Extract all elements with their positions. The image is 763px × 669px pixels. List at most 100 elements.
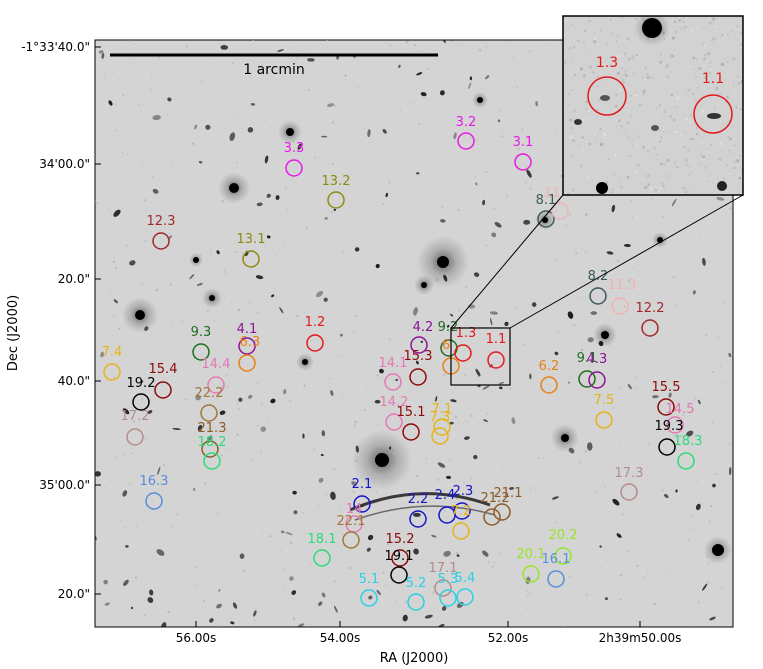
y-tick-label: 40.0": [58, 374, 90, 388]
marker-circle-9-3: [192, 343, 210, 361]
marker-label-15-1: 15.1: [397, 405, 426, 420]
marker-label-18-3: 18.3: [674, 434, 703, 449]
x-tick-label: 54.00s: [320, 631, 361, 645]
marker-label-3-1: 3.1: [513, 135, 534, 150]
marker-label-21-3: 21.3: [198, 421, 227, 436]
marker-label-17-3: 17.3: [615, 466, 644, 481]
marker-label-4-3: 4.3: [587, 352, 608, 367]
x-tick-label: 56.00s: [176, 631, 217, 645]
image-markers: 3.23.13.313.28.11112.313.18.211.312.21.2…: [102, 115, 703, 611]
marker-label-2-3: 2.3: [453, 484, 474, 499]
marker-circle-18-1: [313, 549, 331, 567]
marker-circle-14-4: [207, 376, 225, 394]
marker-label-6-3: 6.3: [240, 335, 261, 350]
sky-field: [95, 40, 733, 627]
marker-circle-4-1: [238, 337, 256, 355]
marker-circle-2-3: [453, 502, 471, 520]
marker-circle-21-3: [201, 440, 219, 458]
marker-circle-14-5: [666, 416, 684, 434]
scale-bar-label: 1 arcmin: [243, 62, 304, 78]
y-axis: -1°33'40.0" 34'00.0" 20.0" 40.0" 35'00.0…: [21, 40, 101, 601]
marker-circle-7-1: [433, 418, 451, 436]
x-tick-label: 52.00s: [488, 631, 529, 645]
marker-circle-18-3: [677, 452, 695, 470]
marker-circle-1-1: [487, 351, 505, 369]
marker-label-12-3: 12.3: [147, 214, 176, 229]
marker-circle-15-2: [391, 549, 409, 567]
marker-label-1-1: 1.1: [486, 332, 507, 347]
marker-label-15-4: 15.4: [149, 362, 178, 377]
marker-label-6: 6: [442, 338, 450, 353]
marker-circle-21-1: [493, 503, 511, 521]
marker-label-12-2: 12.2: [636, 301, 665, 316]
marker-label-4-1: 4.1: [237, 322, 258, 337]
marker-label-13-1: 13.1: [237, 232, 266, 247]
marker-circle-14-2: [385, 413, 403, 431]
marker-circle-7-3: [431, 427, 449, 445]
inset-label-1-3: 1.3: [596, 55, 618, 71]
x-axis: 56.00s 54.00s 52.00s 2h39m50.00s: [176, 621, 682, 645]
marker-circle-5-2: [407, 593, 425, 611]
marker-label-11: 11: [544, 186, 561, 201]
inset-marker-1-1: [693, 94, 733, 134]
marker-label-5-4: 5.4: [455, 571, 476, 586]
marker-circle-15-1: [402, 423, 420, 441]
marker-circle-12-2: [641, 319, 659, 337]
marker-label-14-1: 14.1: [379, 356, 408, 371]
marker-label-18-2: 18.2: [198, 435, 227, 450]
marker-label-5-2: 5.2: [406, 576, 427, 591]
x-axis-label: RA (J2000): [380, 651, 449, 666]
marker-label-9-2: 9.2: [438, 320, 459, 335]
marker-circle-7-5: [595, 411, 613, 429]
marker-circle-16-3: [145, 492, 163, 510]
marker-circle-6-3: [238, 354, 256, 372]
y-tick-label: 35'00.0": [39, 478, 90, 492]
marker-circle-22-1: [342, 531, 360, 549]
marker-label-9-3: 9.3: [191, 325, 212, 340]
marker-label-22-1: 22.1: [337, 514, 366, 529]
inset-marker-1-3: [587, 76, 627, 116]
marker-label-8-1: 8.1: [536, 193, 557, 208]
marker-circle-15-5: [657, 398, 675, 416]
x-tick-label: 2h39m50.00s: [599, 631, 682, 645]
marker-circle-7-2: [452, 522, 470, 540]
marker-label-5-1: 5.1: [359, 572, 380, 587]
marker-label-7-3: 7.3: [430, 410, 451, 425]
marker-label-14-4: 14.4: [202, 357, 231, 372]
marker-label-9-1: 9.1: [577, 351, 598, 366]
zoom-connector-bottom: [509, 194, 744, 329]
marker-label-20-1: 20.1: [517, 547, 546, 562]
marker-label-21-1: 21.1: [494, 486, 523, 501]
marker-circle-15-3: [409, 368, 427, 386]
marker-label-18-1: 18.1: [308, 532, 337, 547]
marker-label-3-3: 3.3: [284, 141, 305, 156]
marker-label-1-2: 1.2: [305, 315, 326, 330]
marker-circle-15-4: [154, 381, 172, 399]
zoom-region-box: [450, 327, 511, 386]
marker-label-2-1: 2.1: [352, 477, 373, 492]
marker-circle-20-1: [522, 565, 540, 583]
marker-label-7-5: 7.5: [594, 393, 615, 408]
marker-label-16-1: 16.1: [542, 552, 571, 567]
zoom-connector-top: [450, 194, 564, 329]
marker-circle-5-4: [456, 588, 474, 606]
marker-label-15-2: 15.2: [386, 532, 415, 547]
marker-label-22-2: 22.2: [195, 386, 224, 401]
marker-circle-22-2: [200, 404, 218, 422]
marker-label-16-3: 16.3: [140, 474, 169, 489]
marker-circle-16-1: [547, 570, 565, 588]
marker-circle-4-3: [588, 371, 606, 389]
marker-circle-1-3: [454, 344, 472, 362]
marker-label-19-3: 19.3: [655, 419, 684, 434]
marker-circle-4-2: [410, 336, 428, 354]
marker-circle-8-1: [537, 210, 555, 228]
marker-label-1-3: 1.3: [456, 326, 477, 341]
marker-circle-21-2: [483, 508, 501, 526]
marker-circle-7-4: [103, 363, 121, 381]
marker-label-7-2: 7.2: [451, 504, 472, 519]
marker-circle-3-1: [514, 153, 532, 171]
marker-circle-12-3: [152, 232, 170, 250]
marker-label-7-1: 7.1: [432, 402, 453, 417]
y-tick-label: 34'00.0": [39, 157, 90, 171]
